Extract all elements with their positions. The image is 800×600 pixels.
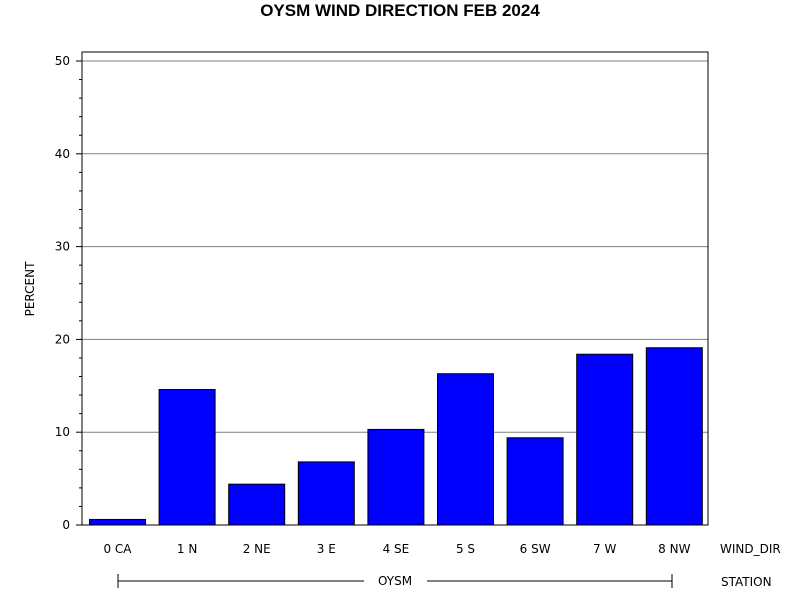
- y-tick-label: 20: [55, 332, 70, 346]
- x-tick-label: 8 NW: [658, 542, 690, 556]
- bar: [645, 347, 703, 526]
- y-axis: 0 10 20 30 40 50: [55, 54, 82, 532]
- bar: [297, 461, 355, 526]
- x-axis: 0 CA 1 N 2 NE 3 E 4 SE 5 S 6 SW 7 W 8 NW: [103, 542, 690, 556]
- x-tick-label: 1 N: [177, 542, 197, 556]
- y-axis-label: PERCENT: [23, 261, 37, 316]
- bar: [367, 428, 425, 526]
- x-axis-label: WIND_DIR: [720, 542, 781, 556]
- y-tick-label: 40: [55, 147, 70, 161]
- x-tick-label: 0 CA: [103, 542, 132, 556]
- x-tick-label: 2 NE: [243, 542, 271, 556]
- x-tick-label: 4 SE: [383, 542, 410, 556]
- bars: [89, 347, 703, 526]
- x-tick-label: 3 E: [317, 542, 336, 556]
- y-tick-label: 10: [55, 425, 70, 439]
- station-bracket: OYSM: [117, 574, 673, 588]
- bar: [89, 518, 146, 526]
- y-tick-label: 50: [55, 54, 70, 68]
- x-tick-label: 5 S: [456, 542, 475, 556]
- y-tick-label: 0: [62, 518, 70, 532]
- bar: [506, 437, 564, 526]
- group-axis-label: STATION: [721, 575, 772, 589]
- x-tick-label: 7 W: [593, 542, 616, 556]
- bar: [576, 353, 634, 526]
- bar: [228, 483, 286, 526]
- bar: [158, 389, 216, 526]
- bar: [437, 373, 494, 526]
- chart-title: OYSM WIND DIRECTION FEB 2024: [260, 1, 540, 20]
- plot-frame: [81, 51, 709, 526]
- station-value: OYSM: [378, 574, 412, 588]
- x-tick-label: 6 SW: [520, 542, 551, 556]
- y-tick-label: 30: [55, 240, 70, 254]
